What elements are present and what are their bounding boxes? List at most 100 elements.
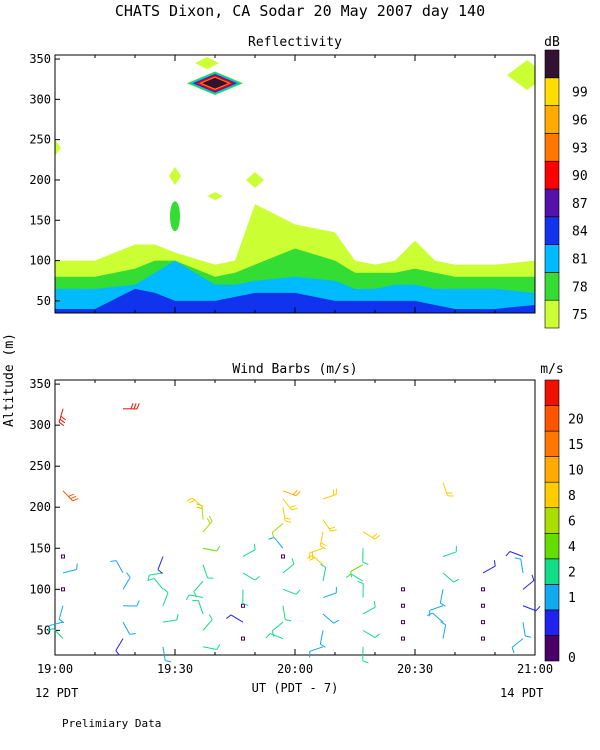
wind-calm-marker	[481, 636, 485, 641]
wind-barb	[322, 488, 337, 500]
wind-barb-shaft	[319, 630, 324, 645]
wind-barb-shaft	[509, 551, 524, 557]
wind-barb-feather	[60, 415, 66, 421]
wind-barb-shaft	[442, 551, 457, 557]
wind-barb-shaft	[312, 555, 324, 566]
wind-barb-feather	[148, 577, 155, 581]
wind-barb-feather	[68, 493, 75, 497]
wind-barb-feather	[271, 532, 275, 539]
wind-barb-shaft	[162, 592, 169, 606]
wind-barb-shaft	[242, 572, 256, 581]
wind-barb-feather	[440, 621, 446, 626]
reflectivity-colorbar-tick-label: 90	[572, 169, 588, 184]
wind-colorbar-swatch	[544, 481, 560, 509]
wind-barb-shaft	[432, 612, 444, 623]
wind-barb	[429, 605, 444, 617]
wind-barb	[511, 638, 524, 654]
reflectivity-colorbar-tick-label: 84	[572, 225, 588, 240]
wind-barb	[58, 408, 66, 427]
wind-colorbar-tick-label: 2	[568, 566, 576, 581]
wind-barb-feather	[186, 497, 193, 502]
wind-colorbar: 0 1 2 4 6 8 10 15 20	[544, 379, 584, 666]
wind-barb-shaft	[282, 498, 293, 511]
wind-barb-shaft	[442, 572, 454, 583]
wind-barb-shaft	[115, 560, 124, 574]
wind-calm-marker	[401, 587, 405, 592]
wind-colorbar-swatch	[544, 558, 560, 585]
wind-barb-feather	[242, 602, 249, 607]
wind-barb-feather	[265, 633, 271, 639]
wind-barb-feather	[505, 551, 511, 557]
wind-barb-feather	[373, 601, 376, 608]
wind-y-tick-label: 50	[37, 623, 51, 637]
wind-barb-shaft	[429, 605, 444, 611]
wind-barb-feather	[291, 558, 295, 565]
wind-barb-shaft	[522, 580, 535, 590]
wind-barb	[440, 621, 447, 639]
wind-barb	[522, 574, 535, 590]
wind-barb-feather	[208, 614, 213, 621]
wind-barb	[162, 613, 179, 623]
wind-barb	[242, 543, 256, 557]
reflectivity-colorbar-swatch	[544, 105, 560, 134]
wind-barb-shaft	[122, 621, 131, 635]
wind-barb	[202, 564, 214, 579]
wind-barb	[162, 588, 169, 606]
wind-barb	[62, 563, 78, 574]
wind-barb-shaft	[322, 519, 332, 532]
wind-colorbar-swatch	[544, 635, 560, 662]
wind-barb-feather	[514, 557, 521, 560]
wind-barb	[322, 519, 337, 532]
wind-calm-marker	[481, 620, 485, 625]
wind-y-tick-label: 100	[29, 582, 51, 596]
wind-barb-feather	[525, 635, 532, 638]
wind-barb-feather	[193, 591, 198, 598]
echo-patch	[170, 201, 180, 232]
wind-barb-shaft	[350, 564, 364, 572]
wind-barb	[505, 551, 524, 557]
wind-barb-shaft	[52, 628, 64, 639]
wind-barb-feather	[185, 594, 190, 601]
wind-barb-shaft	[482, 565, 496, 574]
wind-barb-shaft	[62, 490, 74, 502]
wind-barb-shaft	[49, 621, 64, 627]
reflectivity-colorbar-swatch	[544, 216, 560, 245]
wind-barb-feather	[345, 573, 352, 579]
wind-barb	[309, 646, 324, 658]
wind-barb-feather	[531, 574, 535, 581]
wind-barb-feather	[493, 560, 496, 567]
wind-barb-shaft	[322, 493, 337, 500]
wind-barb-shaft	[58, 408, 64, 423]
wind-calm-marker	[481, 587, 485, 592]
wind-barb	[271, 523, 284, 539]
wind-calm-marker	[61, 554, 65, 559]
wind-barb	[362, 531, 381, 540]
reflectivity-colorbar-tick-label: 78	[572, 280, 588, 295]
wind-barb-feather	[163, 588, 169, 594]
y-axis-label: Altitude (m)	[2, 333, 17, 427]
wind-y-ticks: 50 100 150 200 250 300 350	[29, 377, 60, 637]
wind-barb-markers	[47, 403, 541, 664]
wind-barb-shaft	[202, 646, 217, 650]
wind-barb-feather	[133, 403, 137, 410]
wind-barb	[147, 572, 164, 582]
wind-barb-shaft	[269, 633, 284, 640]
wind-barb-feather	[110, 560, 117, 563]
wind-barb	[362, 629, 381, 639]
reflectivity-colorbar-tick-label: 99	[572, 86, 588, 101]
wind-barb-shaft	[271, 523, 284, 533]
wind-barb-shaft	[309, 547, 324, 554]
wind-barb	[282, 588, 301, 595]
echo-speck	[169, 166, 181, 185]
wind-colorbar-tick-label: 6	[568, 515, 576, 530]
wind-barb	[282, 498, 298, 511]
wind-barb	[439, 589, 446, 607]
wind-barb	[122, 621, 136, 635]
wind-barb-feather	[374, 534, 381, 540]
wind-barb-shaft	[282, 605, 286, 620]
wind-barb-shaft	[271, 621, 284, 632]
wind-colorbar-swatch	[544, 456, 560, 483]
wind-barb	[186, 497, 204, 508]
wind-barb-feather	[284, 517, 291, 520]
wind-barb-shaft	[242, 549, 256, 557]
